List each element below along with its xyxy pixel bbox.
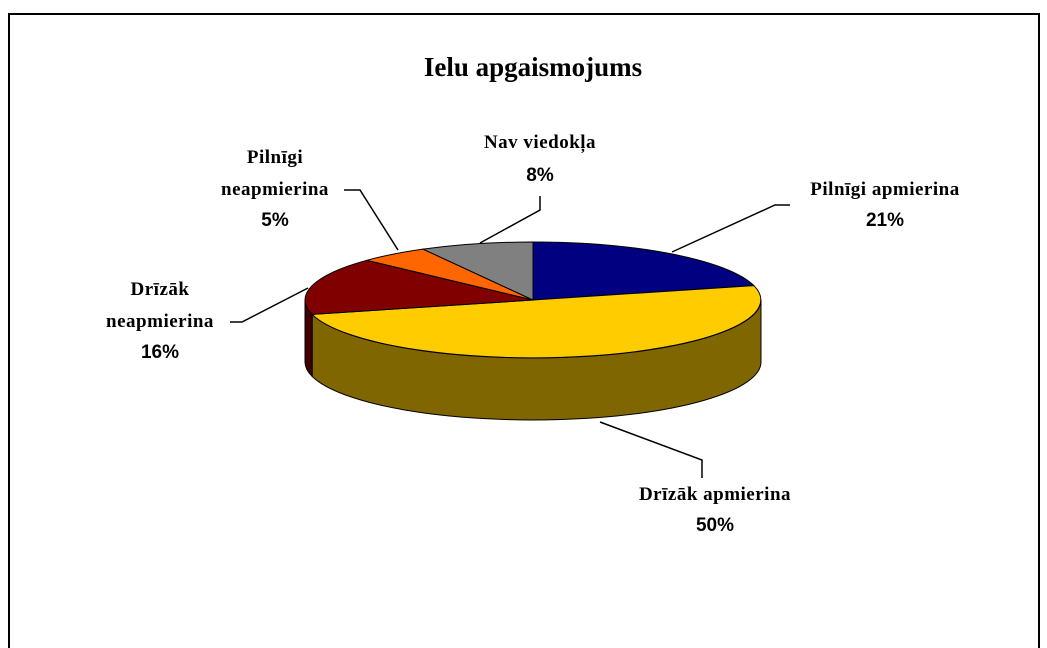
leader-line: [230, 287, 309, 323]
slice-label: Pilnīgi apmierina: [810, 179, 960, 200]
slice: [311, 285, 762, 359]
leader-line: [599, 421, 703, 478]
chart-frame: [8, 13, 1040, 648]
slice-label: Drīzāk apmierina: [638, 484, 792, 505]
slice: [421, 241, 534, 301]
value-label: 8%: [526, 165, 554, 186]
leader-line: [344, 189, 399, 251]
value-label: 21%: [865, 210, 905, 231]
slice-label: Pilnīgi neapmierina: [221, 147, 329, 200]
value-label: 16%: [140, 342, 180, 363]
leader-line: [671, 204, 790, 253]
slice: [304, 259, 534, 315]
slice-label: Drīzāk neapmierina: [106, 279, 214, 332]
value-label: 5%: [261, 210, 289, 231]
leader-line: [479, 196, 541, 244]
value-label: 50%: [695, 515, 735, 536]
slice-label: Nav viedokļa: [483, 132, 597, 153]
slice: [532, 241, 755, 301]
chart-title: Ielu apgaismojums: [423, 52, 643, 82]
